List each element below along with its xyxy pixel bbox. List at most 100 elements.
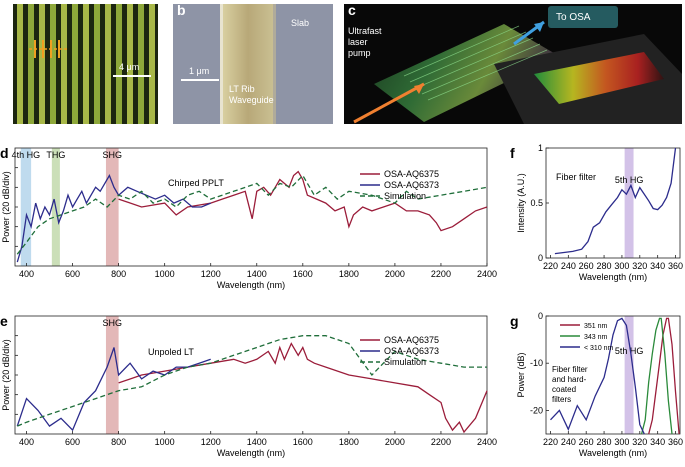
y-tick-label: -10 bbox=[530, 358, 543, 368]
shaded-band bbox=[51, 148, 60, 266]
annotation-f: Fiber filter bbox=[556, 172, 596, 182]
x-tick-label: 1400 bbox=[247, 269, 267, 279]
x-tick-label: 1000 bbox=[155, 437, 175, 447]
spectrum-glow bbox=[534, 52, 664, 104]
photo-panel-a: 4 μm a bbox=[3, 2, 158, 124]
x-tick-label: 800 bbox=[111, 269, 126, 279]
x-tick-label: 240 bbox=[561, 261, 576, 271]
svg-text:and hard-: and hard- bbox=[552, 375, 587, 384]
y-axis-label: Power (20 dB/div) bbox=[1, 171, 11, 243]
band-label: 5th HG bbox=[615, 346, 644, 356]
series-line bbox=[554, 147, 677, 255]
series-line bbox=[16, 174, 488, 255]
pump-beam-arrow bbox=[353, 82, 425, 124]
legend-label: 351 nm bbox=[584, 323, 608, 330]
x-tick-label: 320 bbox=[632, 261, 647, 271]
photo-panel-c: To OSA Ultrafast laser pump c bbox=[344, 2, 682, 124]
electrode-stripe bbox=[105, 4, 111, 124]
annotation-d: Chirped PPLT bbox=[168, 178, 224, 188]
panel-label-a: a bbox=[3, 2, 11, 18]
y-tick-label: 0.5 bbox=[530, 198, 543, 208]
x-tick-label: 2400 bbox=[477, 269, 497, 279]
x-tick-label: 2200 bbox=[431, 437, 451, 447]
x-tick-label: 1400 bbox=[247, 437, 267, 447]
x-tick-label: 300 bbox=[614, 437, 629, 447]
waveguide-label-line1: LT Rib bbox=[229, 84, 255, 94]
electrode-stripe bbox=[28, 4, 34, 124]
y-tick-label: 0 bbox=[538, 311, 543, 321]
series-line bbox=[16, 347, 211, 432]
x-tick-label: 800 bbox=[111, 437, 126, 447]
x-tick-label: 300 bbox=[614, 261, 629, 271]
setup-photo: To OSA Ultrafast laser pump bbox=[344, 4, 682, 124]
x-tick-label: 320 bbox=[632, 437, 647, 447]
svg-text:filters: filters bbox=[552, 395, 571, 404]
x-axis-label: Wavelength (nm) bbox=[217, 448, 285, 458]
y-axis-label: Power (dB) bbox=[516, 352, 526, 397]
chip bbox=[374, 24, 559, 122]
shaded-band bbox=[20, 148, 32, 266]
x-tick-label: 1600 bbox=[293, 437, 313, 447]
plot-frame bbox=[545, 315, 681, 435]
y-tick-label: 0 bbox=[538, 253, 543, 263]
series-line bbox=[17, 335, 487, 427]
pump-label-line1: Ultrafast bbox=[348, 26, 382, 36]
legend-label: OSA-AQ6373 bbox=[384, 346, 439, 356]
plot-frame bbox=[14, 147, 488, 267]
y-axis-label: Power (20 dB/div) bbox=[1, 339, 11, 411]
band-label: 5th HG bbox=[615, 175, 644, 185]
x-tick-label: 280 bbox=[597, 261, 612, 271]
x-tick-label: 600 bbox=[65, 269, 80, 279]
shaded-band bbox=[624, 148, 634, 258]
x-tick-label: 2400 bbox=[477, 437, 497, 447]
series-line bbox=[118, 170, 488, 232]
legend-label: Simulation bbox=[384, 191, 426, 201]
x-tick-label: 340 bbox=[650, 437, 665, 447]
electrode-stripe bbox=[50, 4, 56, 124]
shaded-band bbox=[105, 148, 119, 266]
series-line bbox=[16, 174, 211, 263]
x-tick-label: 2200 bbox=[431, 269, 451, 279]
x-tick-label: 260 bbox=[579, 261, 594, 271]
x-tick-label: 220 bbox=[543, 261, 558, 271]
scalebar-a-label: 4 μm bbox=[119, 62, 139, 72]
panel-label-e: e bbox=[0, 313, 8, 329]
x-tick-label: 1800 bbox=[339, 437, 359, 447]
poling-arrows-icon bbox=[29, 40, 67, 58]
electrode-stripe bbox=[83, 4, 89, 124]
x-tick-label: 2000 bbox=[385, 269, 405, 279]
x-tick-label: 280 bbox=[597, 437, 612, 447]
panel-label-d: d bbox=[0, 145, 9, 161]
plot-frame bbox=[545, 147, 681, 259]
x-tick-label: 1800 bbox=[339, 269, 359, 279]
shaded-band bbox=[624, 316, 634, 434]
pump-label-line2: laser bbox=[348, 37, 368, 47]
legend-label: < 310 nm bbox=[584, 345, 614, 352]
scalebar-b-label: 1 μm bbox=[189, 66, 209, 76]
x-tick-label: 260 bbox=[579, 437, 594, 447]
shaded-band bbox=[105, 316, 119, 434]
series-line bbox=[118, 342, 488, 434]
to-osa-label: To OSA bbox=[556, 12, 591, 23]
band-label: 4th HG bbox=[12, 150, 41, 160]
band-label: SHG bbox=[103, 318, 123, 328]
svg-text:Fiber filter: Fiber filter bbox=[552, 365, 588, 374]
electrode-stripe bbox=[149, 4, 155, 124]
x-tick-label: 400 bbox=[19, 437, 34, 447]
ppln-microscope-image: 4 μm bbox=[13, 4, 158, 124]
legend-label: 343 nm bbox=[584, 334, 608, 341]
x-axis-label: Wavelength (nm) bbox=[579, 448, 647, 458]
x-tick-label: 600 bbox=[65, 437, 80, 447]
x-tick-label: 1200 bbox=[201, 437, 221, 447]
legend-label: OSA-AQ6375 bbox=[384, 169, 439, 179]
panel-label-g: g bbox=[510, 313, 519, 329]
electrode-stripe bbox=[94, 4, 100, 124]
waveguide-label-line2: Waveguide bbox=[229, 95, 274, 105]
slab-label: Slab bbox=[291, 18, 309, 28]
x-tick-label: 2000 bbox=[385, 437, 405, 447]
series-line bbox=[648, 317, 680, 435]
sem-waveguide-image: 1 μm Slab LT Rib Waveguide bbox=[173, 4, 333, 124]
y-tick-label: -20 bbox=[530, 405, 543, 415]
x-tick-label: 360 bbox=[668, 437, 683, 447]
electrode-stripe bbox=[116, 4, 122, 124]
